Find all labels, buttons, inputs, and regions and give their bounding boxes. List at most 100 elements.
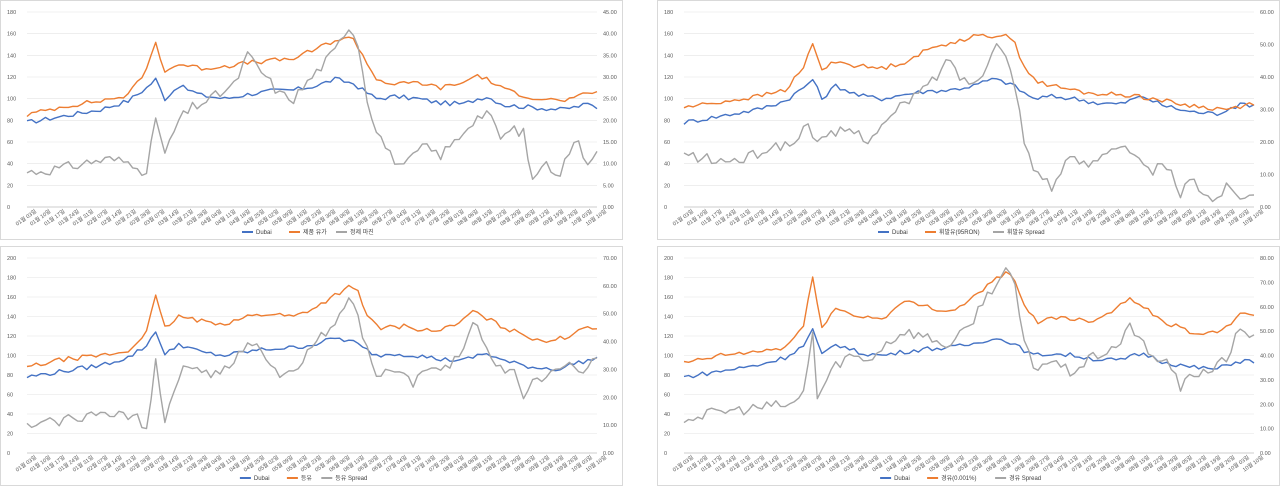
right-axis-tick: 30.00: [1260, 378, 1274, 384]
left-axis-tick: 20: [7, 432, 13, 438]
legend-label: 제품 유가: [303, 228, 327, 236]
right-axis-tick: 30.00: [603, 367, 617, 373]
right-axis-tick: 20.00: [1260, 402, 1274, 408]
right-axis-tick: 5.00: [603, 183, 614, 189]
right-axis-tick: 10.00: [1260, 173, 1274, 179]
left-axis-tick: 20: [664, 432, 670, 438]
left-axis-tick: 0: [664, 451, 667, 457]
right-axis-tick: 0.00: [603, 205, 614, 211]
right-axis-tick: 40.00: [603, 32, 617, 38]
left-axis-tick: 120: [664, 334, 673, 340]
right-axis-tick: 50.00: [603, 312, 617, 318]
right-axis-tick: 20.00: [1260, 140, 1274, 146]
right-axis-tick: 10.00: [603, 162, 617, 168]
left-axis-tick: 180: [7, 276, 16, 282]
left-axis-tick: 100: [664, 97, 673, 103]
right-axis-tick: 60.00: [1260, 10, 1274, 16]
left-axis-tick: 200: [664, 256, 673, 262]
right-axis-tick: 25.00: [603, 97, 617, 103]
right-axis-tick: 70.00: [1260, 280, 1274, 286]
series-line-1: [26, 284, 598, 368]
right-axis-tick: 20.00: [603, 118, 617, 124]
left-axis-tick: 160: [7, 295, 16, 301]
left-axis-tick: 180: [7, 10, 16, 16]
series-line-0: [26, 331, 598, 379]
left-axis-tick: 160: [664, 32, 673, 38]
right-axis-tick: 50.00: [1260, 43, 1274, 49]
legend-label: Dubai: [894, 476, 910, 482]
left-axis-tick: 0: [7, 451, 10, 457]
left-axis-tick: 120: [664, 75, 673, 81]
left-axis-tick: 120: [7, 334, 16, 340]
series-line-1: [26, 36, 598, 118]
left-axis-tick: 0: [664, 205, 667, 211]
left-axis-tick: 140: [664, 315, 673, 321]
right-axis-tick: 40.00: [1260, 75, 1274, 81]
right-axis-tick: 35.00: [603, 53, 617, 59]
series-line-0: [26, 76, 598, 124]
left-axis-tick: 80: [7, 373, 13, 379]
right-axis-tick: 0.00: [603, 451, 614, 457]
chart-panel-kerosene-spread: 0 20 40 60 80 100 120 140 160 180 200 0.00 10.00 20.0…: [0, 246, 623, 486]
right-axis-tick: 60.00: [603, 284, 617, 290]
left-axis-tick: 140: [664, 53, 673, 59]
left-axis-tick: 20: [7, 183, 13, 189]
chart-svg: 0 20 40 60 80 100 120 140 160 180 200 0.00 10.00 20.0…: [664, 256, 1274, 482]
chart-panel-gasoline-spread: 0 20 40 60 80 100 120 140 160 180 0.00 10.00 20.00 30…: [657, 0, 1280, 240]
left-axis-tick: 40: [7, 162, 13, 168]
right-axis-tick: 20.00: [603, 395, 617, 401]
legend-label: Dubai: [256, 230, 272, 236]
series-line-1: [683, 33, 1255, 111]
series-line-2: [683, 43, 1255, 203]
right-axis-tick: 80.00: [1260, 256, 1274, 262]
left-axis-tick: 80: [664, 373, 670, 379]
legend-label: 등유 Spread: [335, 475, 367, 482]
series-line-2: [26, 297, 598, 430]
series-line-2: [683, 267, 1255, 424]
right-axis-tick: 45.00: [603, 10, 617, 16]
legend-label: Dubai: [892, 230, 908, 236]
left-axis-tick: 140: [7, 315, 16, 321]
right-axis-tick: 30.00: [1260, 108, 1274, 114]
left-axis-tick: 80: [7, 118, 13, 124]
right-axis-tick: 30.00: [603, 75, 617, 81]
chart-panel-gasoline-margin: 0 20 40 60 80 100 120 140 160 180 0.00 5.00 10.00 15.…: [0, 0, 623, 240]
left-axis-tick: 20: [664, 183, 670, 189]
left-axis-tick: 40: [664, 412, 670, 418]
left-axis-tick: 100: [7, 354, 16, 360]
left-axis-tick: 40: [7, 412, 13, 418]
left-axis-tick: 0: [7, 205, 10, 211]
right-axis-tick: 15.00: [603, 140, 617, 146]
left-axis-tick: 60: [664, 393, 670, 399]
left-axis-tick: 80: [664, 118, 670, 124]
right-axis-tick: 60.00: [1260, 305, 1274, 311]
legend-label: 경유(0.001%): [941, 475, 976, 482]
legend-label: 휘발유 Spread: [1007, 228, 1045, 236]
legend-label: Dubai: [254, 476, 270, 482]
left-axis-tick: 120: [7, 75, 16, 81]
left-axis-tick: 160: [664, 295, 673, 301]
right-axis-tick: 0.00: [1260, 451, 1271, 457]
right-axis-tick: 40.00: [603, 340, 617, 346]
left-axis-tick: 100: [664, 354, 673, 360]
chart-svg: 0 20 40 60 80 100 120 140 160 180 200 0.00 10.00 20.0…: [7, 256, 617, 482]
right-axis-tick: 50.00: [1260, 329, 1274, 335]
left-axis-tick: 60: [664, 140, 670, 146]
right-axis-tick: 10.00: [1260, 427, 1274, 433]
left-axis-tick: 200: [7, 256, 16, 262]
left-axis-tick: 140: [7, 53, 16, 59]
left-axis-tick: 160: [7, 32, 16, 38]
right-axis-tick: 10.00: [603, 423, 617, 429]
left-axis-tick: 60: [7, 140, 13, 146]
legend-label: 정제 마진: [350, 228, 374, 236]
chart-svg: 0 20 40 60 80 100 120 140 160 180 0.00 10.00 20.00 30…: [664, 10, 1274, 236]
legend-label: 휘발유(95RON): [939, 228, 980, 236]
chart-panel-diesel-spread: 0 20 40 60 80 100 120 140 160 180 200 0.00 10.00 20.0…: [657, 246, 1280, 486]
series-line-1: [683, 271, 1255, 363]
left-axis-tick: 180: [664, 276, 673, 282]
right-axis-tick: 40.00: [1260, 354, 1274, 360]
series-line-0: [683, 77, 1255, 125]
right-axis-tick: 0.00: [1260, 205, 1271, 211]
left-axis-tick: 100: [7, 97, 16, 103]
legend-label: 경유 Spread: [1009, 475, 1041, 482]
